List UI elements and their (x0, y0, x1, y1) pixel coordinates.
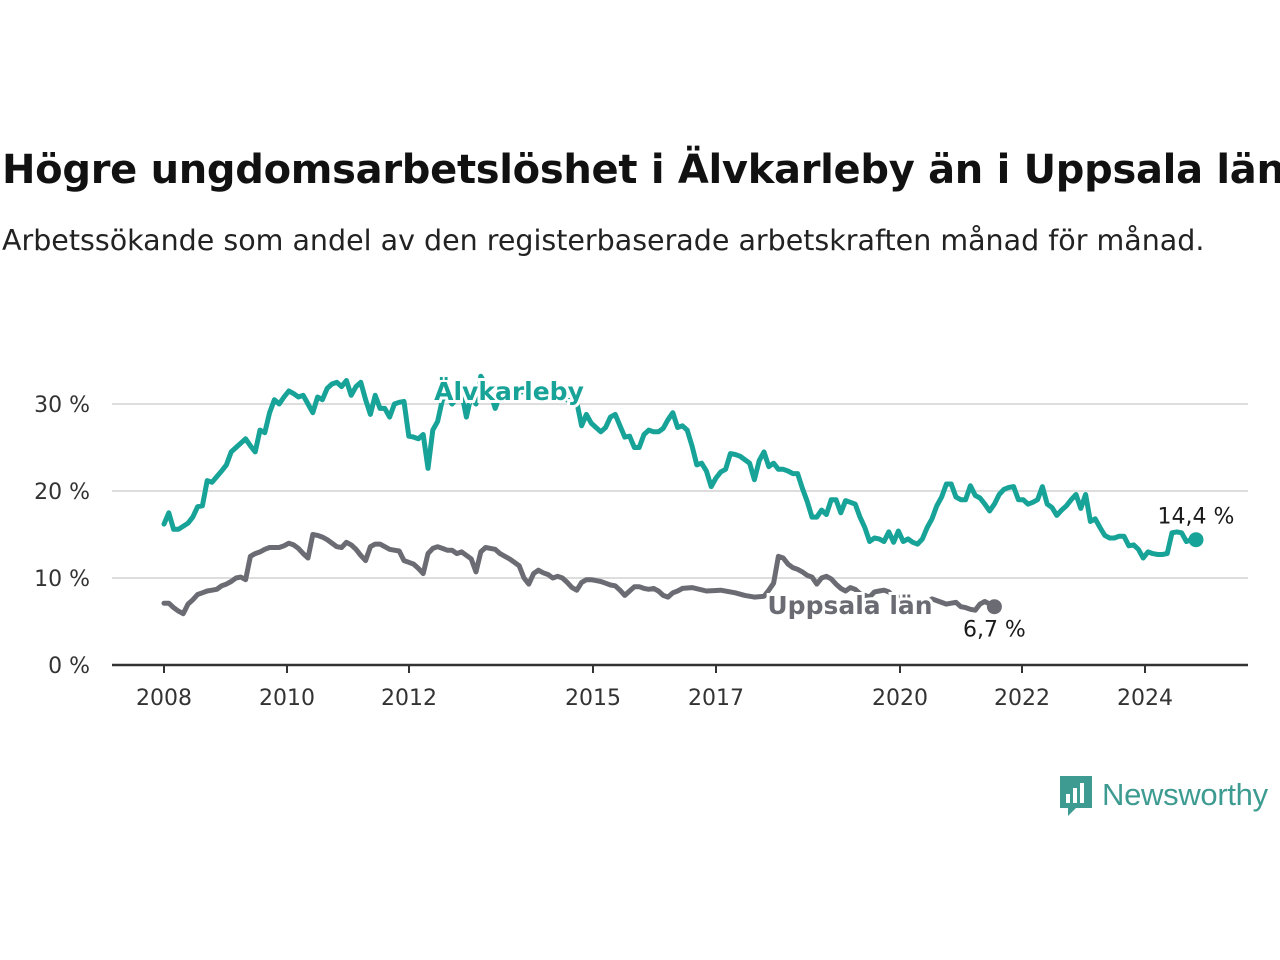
x-axis: 2008 2010 2012 2015 2017 2020 2022 2024 (136, 665, 1173, 710)
gridlines (112, 403, 1248, 579)
end-value-label: 6,7 % (963, 618, 1026, 643)
x-tick-label: 2012 (381, 686, 437, 710)
x-tick-label: 2010 (259, 686, 315, 710)
x-tick-label: 2024 (1117, 686, 1173, 710)
newsworthy-logo: Newsworthy (1058, 772, 1268, 818)
newsworthy-chart-icon (1060, 776, 1092, 816)
y-tick-label: 0 % (48, 654, 90, 679)
series-line (161, 373, 1199, 561)
series-name-label: Uppsala län (767, 591, 932, 620)
x-tick-label: 2017 (688, 686, 744, 710)
y-axis: 0 % 10 % 20 % 30 % (34, 393, 90, 679)
chart-title: Högre ungdomsarbetslöshet i Älvkarleby ä… (2, 147, 1280, 193)
x-tick-label: 2008 (136, 686, 192, 710)
y-tick-label: 10 % (34, 567, 90, 592)
x-tick-label: 2022 (994, 686, 1050, 710)
end-value-label: 14,4 % (1158, 505, 1235, 530)
series-line (161, 532, 997, 617)
series-end-point (1188, 532, 1204, 548)
chart-subtitle: Arbetssökande som andel av den registerb… (2, 224, 1205, 257)
x-tick-label: 2020 (872, 686, 928, 710)
series-name-label: Älvkarleby (434, 376, 584, 406)
brand-name: Newsworthy (1102, 777, 1268, 812)
y-tick-label: 30 % (34, 393, 90, 418)
x-tick-label: 2015 (565, 686, 621, 710)
series-labels: 14,4 % 6,7 % Älvkarleby Uppsala län (431, 373, 1235, 643)
series-lines (161, 373, 1204, 617)
y-tick-label: 20 % (34, 480, 90, 505)
line-chart: 0 % 10 % 20 % 30 % 2008 2010 2012 2015 2017 2020… (34, 373, 1248, 710)
series-end-point (986, 599, 1002, 615)
